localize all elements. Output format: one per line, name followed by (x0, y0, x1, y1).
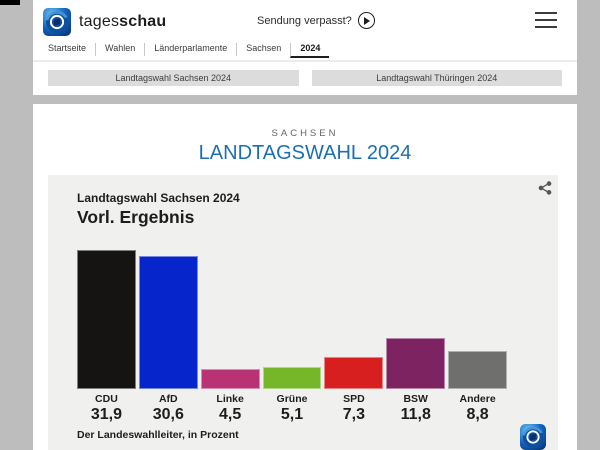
site-header: tagesschau Sendung verpasst? Startseite W… (33, 0, 577, 95)
sendung-verpasst-label: Sendung verpasst? (257, 14, 352, 27)
breadcrumb-item-2024[interactable]: 2024 (290, 43, 330, 58)
bar-column-cdu: CDU 31,9 (77, 250, 136, 424)
bar-afd (138, 255, 198, 389)
bar-value: 11,8 (400, 406, 431, 423)
brand[interactable]: tagesschau (43, 8, 166, 36)
breadcrumb-item-länderparlamente[interactable]: Länderparlamente (144, 43, 236, 56)
header-divider (33, 60, 577, 62)
main-content: SACHSEN LANDTAGSWAHL 2024 Landtagswahl S… (33, 104, 577, 450)
election-chart-widget: Landtagswahl Sachsen 2024 Vorl. Ergebnis… (48, 175, 558, 450)
page-title: LANDTAGSWAHL 2024 (198, 142, 412, 164)
brand-wordmark: tagesschau (79, 13, 167, 30)
bar-value: 8,8 (466, 406, 489, 423)
bar-value: 5,1 (280, 406, 304, 423)
bar-value: 4,5 (219, 406, 242, 423)
share-icon[interactable] (538, 181, 552, 195)
bar-chart: CDU 31,9 AfD 30,6 Linke 4,5 Grüne 5,1 SPD 7,3 BSW 1… (77, 250, 508, 424)
hamburger-menu-icon[interactable] (535, 12, 557, 28)
breadcrumb-item-startseite[interactable]: Startseite (48, 43, 87, 53)
tab-landtagswahl-sachsen-2024[interactable]: Landtagswahl Sachsen 2024 (48, 70, 299, 86)
bar-linke (200, 369, 260, 389)
bar-bsw (386, 337, 446, 389)
page-eyebrow: SACHSEN (271, 128, 339, 139)
bar-column-afd: AfD 30,6 (138, 250, 198, 424)
tabs: Landtagswahl Sachsen 2024 Landtagswahl Th… (48, 70, 562, 86)
chart-source: Der Landeswahlleiter, in Prozent (77, 429, 239, 441)
breadcrumb-item-sachsen[interactable]: Sachsen (236, 43, 290, 56)
bar-label: AfD (158, 393, 178, 405)
bar-column-grüne: Grüne 5,1 (262, 250, 322, 424)
bar-column-andere: Andere 8,8 (448, 250, 508, 424)
bar-label: BSW (403, 393, 428, 405)
bar-andere (448, 350, 508, 389)
bar-label: SPD (343, 393, 365, 405)
bar-cdu (77, 250, 136, 389)
bar-column-bsw: BSW 11,8 (386, 250, 446, 424)
bar-value: 7,3 (342, 406, 365, 423)
bar-value: 30,6 (152, 406, 184, 423)
bar-label: Grüne (276, 393, 308, 405)
bar-label: CDU (95, 393, 118, 405)
breadcrumb: Startseite Wahlen Länderparlamente Sachsen 2… (48, 43, 330, 58)
bar-column-spd: SPD 7,3 (324, 250, 384, 424)
corner-artifact (0, 0, 20, 5)
bar-label: Andere (459, 393, 496, 405)
chart-subtitle: Vorl. Ergebnis (77, 207, 195, 227)
bar-label: Linke (216, 393, 244, 405)
sendung-verpasst-link[interactable]: Sendung verpasst? (257, 12, 375, 29)
tab-landtagswahl-thüringen-2024[interactable]: Landtagswahl Thüringen 2024 (311, 70, 562, 86)
play-icon[interactable] (357, 12, 375, 29)
bar-grüne (262, 366, 322, 389)
tagesschau-logo-icon[interactable] (43, 8, 71, 36)
bar-spd (324, 357, 384, 389)
bar-value: 31,9 (90, 406, 122, 423)
bar-column-linke: Linke 4,5 (200, 250, 260, 424)
tagesschau-watermark-icon (520, 424, 546, 450)
breadcrumb-item-wahlen[interactable]: Wahlen (95, 43, 144, 56)
chart-title: Landtagswahl Sachsen 2024 (77, 191, 240, 205)
